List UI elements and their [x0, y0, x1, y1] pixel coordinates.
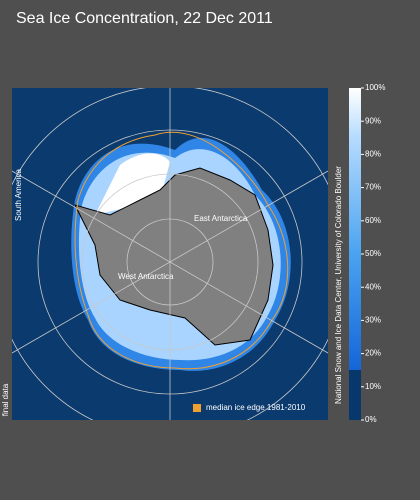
credit: National Snow and Ice Data Center, Unive… — [334, 166, 343, 404]
colorbar-tick-label: 60% — [365, 216, 381, 225]
colorbar — [349, 88, 361, 420]
colorbar-tick-label: 90% — [365, 116, 381, 125]
title: Sea Ice Concentration, 22 Dec 2011 — [16, 10, 273, 27]
colorbar-tick-label: 40% — [365, 282, 381, 291]
colorbar-tick-label: 100% — [365, 83, 385, 92]
label-south-america: South America — [14, 168, 23, 221]
colorbar-tick-label: 80% — [365, 150, 381, 159]
status: final data — [1, 383, 10, 416]
label-west-antarctica: West Antarctica — [118, 272, 174, 281]
colorbar-tick-label: 50% — [365, 249, 381, 258]
map — [12, 88, 328, 420]
label-east-antarctica: East Antarctica — [194, 214, 248, 223]
colorbar-tick-label: 20% — [365, 349, 381, 358]
legend-label: median ice edge 1981-2010 — [206, 403, 306, 412]
colorbar-tick-label: 10% — [365, 382, 381, 391]
colorbar-tick-label: 30% — [365, 316, 381, 325]
colorbar-tick-label: 70% — [365, 183, 381, 192]
colorbar-tick-label: 0% — [365, 415, 377, 424]
